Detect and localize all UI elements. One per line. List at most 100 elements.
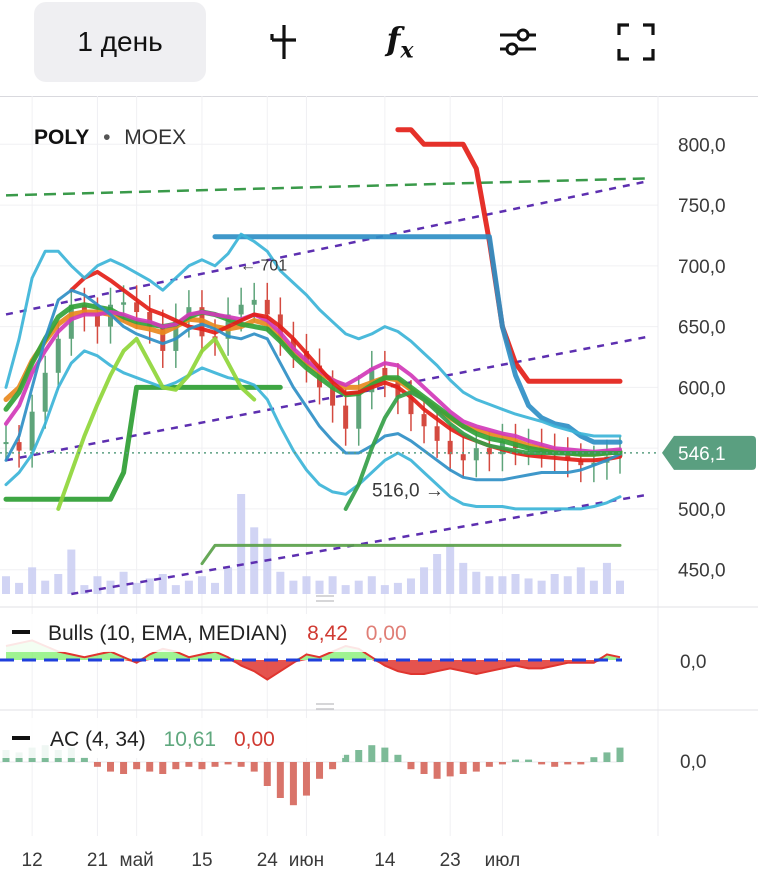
volume-bar — [576, 567, 585, 594]
price-tick-label: 450,0 — [678, 561, 726, 582]
bulls-indicator-name: Bulls (10, EMA, MEDIAN) — [48, 622, 287, 645]
ac-bar — [133, 762, 141, 770]
candle-body — [238, 304, 244, 315]
ac-bar — [80, 757, 88, 762]
bulls-value-2: 0,00 — [366, 622, 407, 645]
ac-bar — [381, 747, 389, 762]
volume-bar — [537, 580, 546, 594]
last-price-badge: 546,1 — [662, 435, 756, 470]
high-price-annotation: ← 701 — [240, 258, 287, 275]
price-tick-label: 600,0 — [678, 378, 726, 399]
ac-value-2: 0,00 — [234, 728, 275, 751]
volume-bar — [224, 567, 233, 594]
volume-bar — [563, 576, 572, 594]
series-line[interactable] — [212, 234, 623, 445]
series-line[interactable] — [4, 288, 622, 482]
volume-bar — [106, 580, 115, 594]
candle-body — [290, 338, 296, 351]
ac-bar — [459, 762, 467, 774]
crosshair-button[interactable] — [256, 14, 312, 70]
ac-bar — [237, 762, 245, 767]
ac-bar — [590, 757, 598, 762]
date-tick-label: 23 — [440, 850, 461, 871]
candle-body — [121, 302, 127, 305]
ac-bar — [577, 762, 585, 765]
volume-bar — [41, 580, 50, 594]
bulls-legend[interactable]: Bulls (10, EMA, MEDIAN) 8,42 0,00 — [48, 622, 407, 645]
pane-resize-handle[interactable] — [316, 595, 334, 602]
chart-area[interactable]: POLY • MOEX 516,0 → ← 701 800,0 750,0 700,… — [0, 96, 758, 874]
ac-bar — [107, 762, 115, 772]
ticker: POLY — [34, 126, 89, 149]
period-label: 1 день — [77, 26, 163, 57]
ac-bar — [355, 750, 363, 762]
date-tick-label: 15 — [191, 850, 212, 871]
volume-bar — [446, 545, 455, 594]
volume-bar — [184, 580, 193, 594]
indicators-button[interactable]: fx — [372, 14, 428, 70]
settings-button[interactable] — [490, 14, 546, 70]
volume-bar — [289, 580, 298, 594]
ac-bar — [211, 762, 219, 767]
series-line[interactable] — [56, 336, 257, 511]
volume-bar — [263, 538, 272, 594]
volume-bar — [2, 576, 10, 594]
bulls-value-1: 8,42 — [307, 622, 348, 645]
ac-bar — [511, 759, 519, 762]
volume-bar — [250, 527, 259, 594]
ac-legend[interactable]: AC (4, 34) 10,61 0,00 — [50, 728, 275, 751]
ac-bar — [329, 762, 337, 770]
ac-bar — [485, 762, 493, 767]
volume-bar — [380, 585, 389, 594]
candle-body — [578, 460, 584, 466]
price-tick-label: 750,0 — [678, 196, 726, 217]
separator: • — [103, 126, 110, 149]
volume-bar — [315, 580, 324, 594]
date-tick-label: 21 — [87, 850, 108, 871]
instrument-label: POLY • MOEX — [34, 126, 186, 149]
volume-bar — [80, 585, 89, 594]
pane-resize-handle[interactable] — [316, 703, 334, 710]
ac-bar — [224, 762, 232, 765]
candle-body — [408, 397, 414, 415]
ac-bar — [564, 762, 572, 765]
function-icon: fx — [386, 20, 414, 64]
trend-line[interactable] — [5, 335, 651, 462]
candle-body — [94, 314, 100, 327]
volume-bar — [341, 585, 350, 594]
candle-body — [134, 302, 140, 313]
volume-bar — [328, 576, 337, 594]
volume-bar — [302, 576, 311, 594]
series-line[interactable] — [200, 543, 622, 566]
candle-body — [160, 326, 166, 351]
series-line[interactable] — [343, 390, 622, 511]
series-line[interactable] — [4, 232, 622, 438]
trend-line[interactable] — [5, 177, 651, 197]
series-line[interactable] — [69, 269, 622, 463]
series-line[interactable] — [3, 384, 283, 502]
volume-bar — [119, 571, 128, 594]
trend-lines — [5, 177, 651, 596]
candle-body — [251, 299, 257, 305]
volume-bar — [393, 582, 402, 594]
ac-bar — [263, 762, 271, 786]
crosshair-icon — [270, 25, 296, 59]
series-line[interactable] — [4, 349, 622, 511]
trend-line[interactable] — [5, 179, 651, 316]
low-price-annotation: 516,0 → — [372, 480, 444, 501]
ac-bar — [603, 752, 611, 762]
ac-value-1: 10,61 — [164, 728, 217, 751]
period-selector-button[interactable]: 1 день — [34, 2, 206, 82]
volume-bar — [433, 554, 442, 594]
price-tick-label: 700,0 — [678, 257, 726, 278]
fullscreen-button[interactable] — [608, 14, 664, 70]
volume-bar — [459, 562, 468, 594]
ac-bar — [342, 754, 350, 762]
toolbar: 1 день fx — [0, 0, 758, 97]
ac-bar — [250, 762, 258, 772]
ac-bar — [472, 762, 480, 772]
date-tick-label: 24 — [257, 850, 279, 871]
date-tick-label: 12 — [22, 850, 43, 871]
series-line[interactable] — [3, 302, 623, 457]
candle-body — [447, 440, 453, 455]
